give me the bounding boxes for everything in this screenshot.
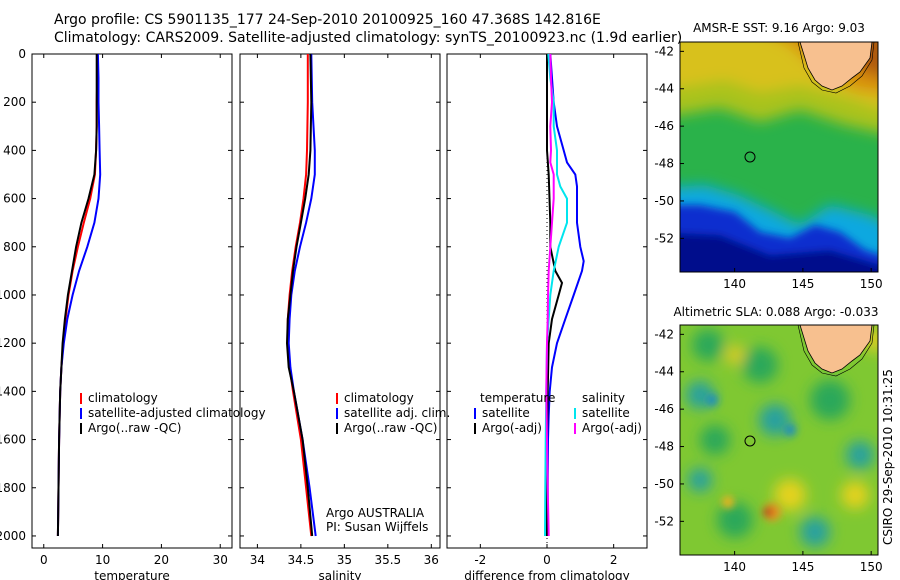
x-tick-label: 150	[860, 277, 883, 291]
y-tick-label: 600	[3, 192, 26, 206]
y-tick-label: 1600	[0, 433, 26, 447]
y-tick-label: -48	[654, 440, 674, 454]
legend-label: salinity	[582, 391, 625, 405]
x-tick-label: 20	[154, 553, 169, 567]
x-tick-label: 0	[40, 553, 48, 567]
x-tick-label: 150	[860, 560, 883, 574]
y-tick-label: -50	[654, 194, 674, 208]
x-tick-label: 145	[791, 277, 814, 291]
series-line-salinity-argo	[545, 53, 555, 537]
y-tick-label: 1000	[0, 288, 26, 302]
y-tick-label: -44	[654, 82, 674, 96]
sst-map	[679, 41, 879, 273]
sla-map-title: Altimetric SLA: 0.088 Argo: -0.033	[673, 305, 878, 319]
legend-swatch	[336, 393, 338, 404]
x-tick-label: -2	[474, 553, 486, 567]
figure-title-line-2: Climatology: CARS2009. Satellite-adjuste…	[54, 30, 683, 46]
x-axis-label: temperature	[94, 569, 169, 580]
legend-swatch	[80, 393, 82, 404]
legend-swatch	[474, 423, 476, 434]
series-line-temperature-satellite	[546, 53, 585, 536]
y-tick-label: -44	[654, 365, 674, 379]
x-tick-label: 2	[610, 553, 618, 567]
legend-label: satellite	[582, 406, 630, 420]
series-line-satellite	[56, 53, 102, 537]
x-axis-label: salinity	[318, 569, 361, 580]
y-tick-label: 800	[3, 240, 26, 254]
y-tick-label: 200	[3, 95, 26, 109]
y-tick-label: 0	[18, 47, 26, 61]
legend-swatch	[336, 408, 338, 419]
legend-swatch	[574, 408, 576, 419]
figure-title-line-1: Argo profile: CS 5901135_177 24-Sep-2010…	[54, 12, 601, 28]
difference-panel: -2 0 2 difference from climatology temperatu…	[446, 53, 648, 580]
y-tick-label: -46	[654, 402, 674, 416]
legend-label: satellite	[482, 406, 530, 420]
timestamp-stamp: CSIRO 29-Sep-2010 10:31:25	[881, 369, 895, 545]
plot-frame	[31, 53, 233, 549]
sst-map-axes: 140 145 150 -42 -44 -46 -48 -50 -52	[654, 44, 882, 291]
sla-map-axes: 140 145 150 -42 -44 -46 -48 -50 -52	[654, 327, 882, 574]
series-line-argo	[285, 53, 314, 537]
legend-label: satellite adj. clim.	[344, 406, 450, 420]
y-tick-label: 2000	[0, 529, 26, 543]
temperature-panel: 0 10 20 30 0 200 400 600 800 1000 1200 1400 1600 1800…	[0, 47, 266, 580]
x-tick-label: 140	[723, 277, 746, 291]
legend-swatch	[474, 408, 476, 419]
legend-label: Argo(..raw -QC)	[344, 421, 437, 435]
y-tick-label: -52	[654, 231, 674, 245]
y-tick-label: 400	[3, 143, 26, 157]
x-tick-label: 36	[424, 553, 439, 567]
y-tick-label: -50	[654, 477, 674, 491]
legend-label: climatology	[88, 391, 158, 405]
legend-label: climatology	[344, 391, 414, 405]
x-tick-label: 34.5	[288, 553, 315, 567]
annotation-text: Argo AUSTRALIA	[326, 506, 425, 520]
plot-frame	[239, 53, 441, 549]
y-tick-label: -48	[654, 157, 674, 171]
salinity-panel: 34 34.5 35 35.5 36 salinity climatologysatelli…	[239, 53, 450, 580]
legend-swatch	[80, 408, 82, 419]
y-tick-label: -46	[654, 119, 674, 133]
legend-label: Argo(-adj)	[482, 421, 542, 435]
legend-swatch	[574, 423, 576, 434]
x-tick-label: 35	[337, 553, 352, 567]
x-axis-label: difference from climatology	[464, 569, 630, 580]
y-tick-label: -42	[654, 44, 674, 58]
legend-swatch	[336, 423, 338, 434]
legend-label: satellite-adjusted climatology	[88, 406, 266, 420]
x-tick-label: 145	[791, 560, 814, 574]
y-tick-label: 1200	[0, 336, 26, 350]
legend-swatch	[80, 423, 82, 434]
y-tick-label: -52	[654, 514, 674, 528]
sla-map	[679, 324, 879, 556]
series-line-climatology	[56, 54, 99, 537]
x-tick-label: 30	[213, 553, 228, 567]
x-tick-label: 35.5	[374, 553, 401, 567]
legend-label: temperature	[480, 391, 555, 405]
sst-map-title: AMSR-E SST: 9.16 Argo: 9.03	[693, 21, 865, 35]
x-tick-label: 0	[543, 553, 551, 567]
series-line-argo	[56, 54, 98, 537]
legend-label: Argo(..raw -QC)	[88, 421, 181, 435]
y-tick-label: 1400	[0, 384, 26, 398]
y-tick-label: 1800	[0, 481, 26, 495]
annotation-text: PI: Susan Wijffels	[326, 520, 428, 534]
x-tick-label: 140	[723, 560, 746, 574]
legend-label: Argo(-adj)	[582, 421, 642, 435]
x-tick-label: 34	[250, 553, 265, 567]
x-tick-label: 10	[95, 553, 110, 567]
y-tick-label: -42	[654, 327, 674, 341]
